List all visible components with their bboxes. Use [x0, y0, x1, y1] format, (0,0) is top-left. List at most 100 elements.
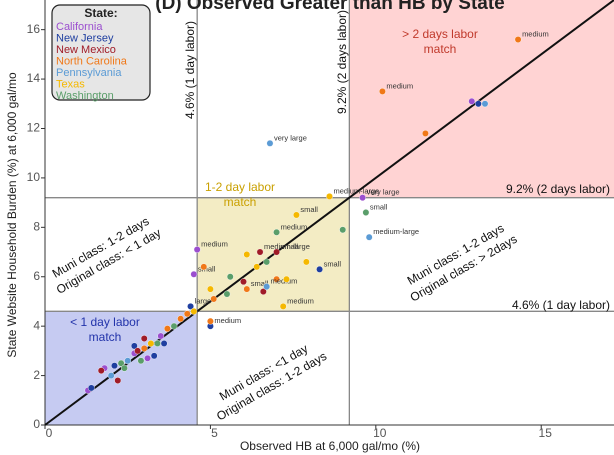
- data-point: [259, 288, 267, 295]
- data-point: [120, 364, 128, 372]
- y-axis-label: State Website Household Burden (%) at 6,…: [5, 72, 19, 358]
- legend-entry: Washington: [56, 90, 114, 102]
- data-point: [200, 263, 208, 271]
- data-point: [263, 258, 271, 266]
- data-point: [160, 340, 168, 347]
- data-point: [140, 345, 148, 352]
- y-tick-label: 0: [33, 417, 40, 431]
- chart-title: (D) Observed Greater than HB by State: [155, 0, 504, 14]
- data-point: [273, 275, 280, 283]
- point-label: medium: [214, 316, 241, 325]
- annotation: 9.2% (2 days labor): [506, 182, 610, 196]
- x-tick-label: 15: [539, 426, 553, 440]
- point-label: small: [281, 242, 299, 251]
- legend-entry: North Carolina: [56, 55, 128, 67]
- data-point: [256, 248, 264, 256]
- data-point: [97, 367, 105, 375]
- data-point: [223, 290, 231, 298]
- data-point: [422, 130, 429, 137]
- data-point: [111, 362, 118, 370]
- data-point: [293, 211, 300, 219]
- y-tick-label: 4: [33, 318, 40, 332]
- data-point: [253, 263, 261, 271]
- data-point: [468, 97, 476, 105]
- point-label: small: [370, 202, 388, 211]
- data-point: [144, 354, 151, 362]
- point-label: medium-large: [373, 227, 419, 236]
- data-point: [177, 315, 185, 323]
- data-point: [130, 342, 138, 350]
- y-tick-label: 10: [27, 170, 41, 184]
- point-label: medium: [281, 222, 308, 231]
- data-point: [226, 273, 234, 281]
- data-point: [283, 275, 290, 283]
- x-tick-label: 10: [373, 426, 387, 440]
- data-point: [190, 270, 198, 278]
- annotation: 4.6% (1 day labor): [512, 298, 610, 312]
- y-tick-label: 16: [27, 22, 41, 36]
- data-point: [170, 322, 178, 330]
- data-point: [187, 302, 194, 310]
- annotation: match: [89, 330, 122, 344]
- data-point: [164, 325, 171, 333]
- annotation: < 1 day labor: [70, 315, 140, 329]
- point-label: large: [195, 296, 212, 305]
- annotation: match: [224, 195, 257, 209]
- data-point: [124, 357, 132, 365]
- data-point: [359, 194, 366, 202]
- y-tick-label: 8: [33, 219, 40, 233]
- data-point: [87, 384, 95, 392]
- data-point: [263, 283, 271, 291]
- legend-entry: New Mexico: [56, 44, 116, 56]
- data-point: [362, 209, 370, 216]
- y-tick-label: 2: [33, 368, 40, 382]
- data-point: [107, 372, 115, 379]
- data-point: [365, 233, 373, 241]
- y-tick-label: 14: [27, 71, 41, 85]
- data-point: [240, 278, 247, 286]
- point-label: medium: [386, 81, 413, 90]
- data-point: [474, 100, 482, 108]
- annotation: > 2 days labor: [402, 27, 478, 41]
- data-point: [183, 310, 191, 318]
- data-point: [157, 332, 165, 340]
- data-point: [154, 340, 161, 347]
- data-point: [379, 88, 386, 95]
- x-tick-label: 0: [46, 426, 53, 440]
- legend-entry: California: [56, 21, 103, 33]
- data-point: [190, 307, 198, 315]
- data-point: [243, 251, 251, 258]
- data-point: [150, 352, 158, 360]
- data-point: [514, 36, 522, 43]
- legend-title: State:: [84, 6, 117, 20]
- point-label: small: [300, 205, 318, 214]
- data-point: [210, 295, 218, 303]
- data-point: [273, 248, 280, 256]
- point-label: small: [324, 259, 342, 268]
- point-label: medium-large: [264, 242, 310, 251]
- point-label: small: [251, 279, 269, 288]
- data-point: [481, 100, 489, 108]
- data-point: [266, 139, 274, 147]
- annotation: match: [424, 42, 457, 56]
- y-tick-label: 6: [33, 269, 40, 283]
- data-point: [273, 228, 280, 236]
- point-label: medium: [522, 30, 549, 39]
- identity-line: [44, 0, 614, 426]
- data-point: [137, 357, 145, 365]
- data-point: [316, 265, 323, 273]
- y-tick-label: 12: [27, 121, 41, 135]
- data-point: [147, 340, 155, 347]
- data-point: [302, 258, 310, 266]
- annotation: 4.6% (1 day labor): [183, 21, 197, 119]
- point-label: medium: [287, 296, 314, 305]
- point-label: small: [198, 264, 216, 273]
- legend-box: [51, 4, 151, 101]
- data-point: [114, 377, 122, 384]
- legend-entry: Pennsylvania: [56, 67, 122, 79]
- data-point: [207, 285, 214, 293]
- point-label: medium-large: [334, 186, 380, 195]
- point-label: medium: [201, 240, 228, 249]
- data-point: [134, 347, 142, 355]
